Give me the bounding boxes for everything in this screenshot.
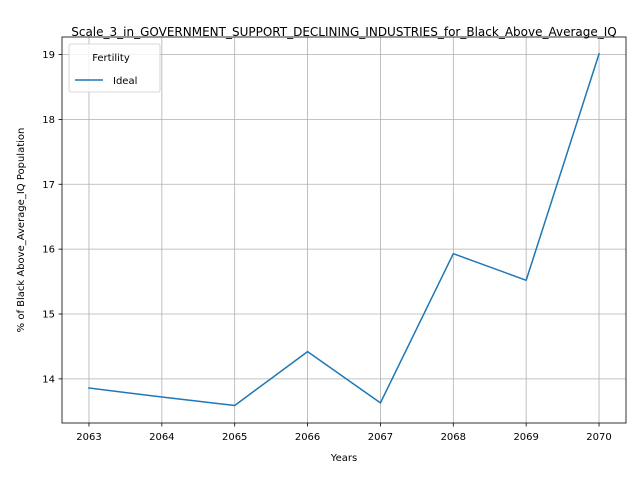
y-tick-label: 19 bbox=[42, 50, 55, 61]
x-tick-label: 2068 bbox=[441, 432, 466, 443]
x-axis-label: Years bbox=[330, 453, 357, 464]
y-ticks: 14 15 16 17 18 19 bbox=[42, 50, 62, 385]
y-tick-label: 15 bbox=[42, 310, 55, 321]
x-tick-label: 2065 bbox=[222, 432, 247, 443]
series-line bbox=[88, 52, 600, 407]
x-tick-label: 2064 bbox=[149, 432, 174, 443]
legend: Fertility Ideal bbox=[68, 43, 161, 93]
plot-frame bbox=[61, 36, 627, 424]
legend-title: Fertility bbox=[92, 53, 130, 64]
y-tick-label: 18 bbox=[42, 115, 55, 126]
x-tick-label: 2066 bbox=[295, 432, 320, 443]
x-tick-label: 2067 bbox=[368, 432, 393, 443]
data-lines bbox=[88, 52, 600, 407]
y-tick-label: 16 bbox=[42, 245, 55, 256]
y-tick-label: 14 bbox=[42, 374, 55, 385]
y-tick-label: 17 bbox=[42, 180, 55, 191]
legend-label: Ideal bbox=[113, 76, 137, 87]
x-tick-label: 2063 bbox=[76, 432, 101, 443]
grid-lines bbox=[62, 37, 626, 423]
y-axis-label: % of Black Above_Average_IQ Population bbox=[16, 128, 27, 333]
chart-title: Scale_3_in_GOVERNMENT_SUPPORT_DECLINING_… bbox=[71, 25, 617, 39]
x-tick-label: 2069 bbox=[513, 432, 538, 443]
x-tick-label: 2070 bbox=[586, 432, 611, 443]
x-ticks: 2063 2064 2065 2066 2067 2068 2069 2070 bbox=[76, 423, 612, 443]
